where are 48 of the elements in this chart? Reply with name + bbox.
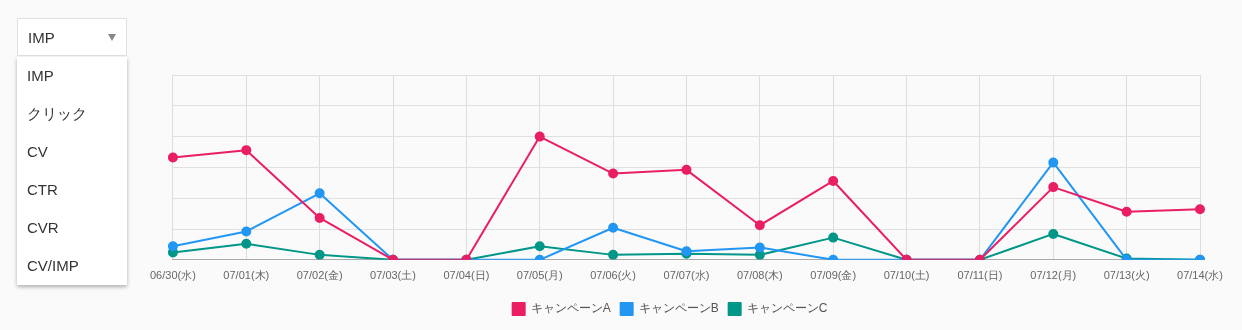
text: クリック xyxy=(26,104,88,124)
legend-label: キャンペーンC xyxy=(746,301,828,316)
point xyxy=(241,226,252,237)
point xyxy=(1121,206,1132,217)
point xyxy=(534,131,545,142)
point xyxy=(167,152,178,163)
legend-label: キャンペーンA xyxy=(530,301,611,316)
x-tick-label: 07/14(水) xyxy=(1177,269,1223,282)
point xyxy=(1048,182,1059,193)
x-tick-label: 07/05(月) xyxy=(516,269,563,282)
legend-label: キャンペーンB xyxy=(638,301,719,316)
text: CV/IMP xyxy=(26,256,80,276)
point xyxy=(754,220,765,231)
point xyxy=(681,164,692,175)
x-tick-label: 07/10(土) xyxy=(883,269,930,282)
x-tick-label: 07/08(木) xyxy=(736,269,783,282)
text: IMP xyxy=(26,66,55,86)
point xyxy=(314,249,325,260)
point xyxy=(608,168,619,179)
point xyxy=(167,241,178,252)
x-tick-label: 07/04(日) xyxy=(443,269,490,282)
point xyxy=(828,175,839,186)
point xyxy=(1195,204,1205,215)
point xyxy=(754,242,765,253)
x-tick-label: 07/07(水) xyxy=(663,269,710,282)
point xyxy=(314,212,325,223)
text: CVR xyxy=(26,218,60,238)
x-tick-label: 07/06(火) xyxy=(590,269,637,282)
x-tick-label: 07/11(日) xyxy=(957,269,1003,282)
point xyxy=(608,222,619,233)
point xyxy=(1048,157,1059,168)
point xyxy=(534,241,545,252)
text: CTR xyxy=(26,180,59,200)
point xyxy=(314,188,325,199)
point xyxy=(1048,228,1059,239)
point xyxy=(241,238,252,249)
point xyxy=(828,232,839,243)
x-tick-label: 07/12(月) xyxy=(1030,269,1077,282)
x-tick-label: 07/03(土) xyxy=(370,269,416,282)
text: IMP xyxy=(28,29,55,46)
x-tick-label: 06/30(水) xyxy=(150,269,196,282)
point xyxy=(608,249,619,260)
text: CV xyxy=(26,142,49,162)
x-tick-label: 07/13(火) xyxy=(1103,269,1150,282)
point xyxy=(241,145,252,156)
x-tick-label: 07/02(金) xyxy=(296,269,343,282)
x-tick-label: 07/01(木) xyxy=(223,269,270,282)
x-tick-label: 07/09(金) xyxy=(810,269,857,282)
